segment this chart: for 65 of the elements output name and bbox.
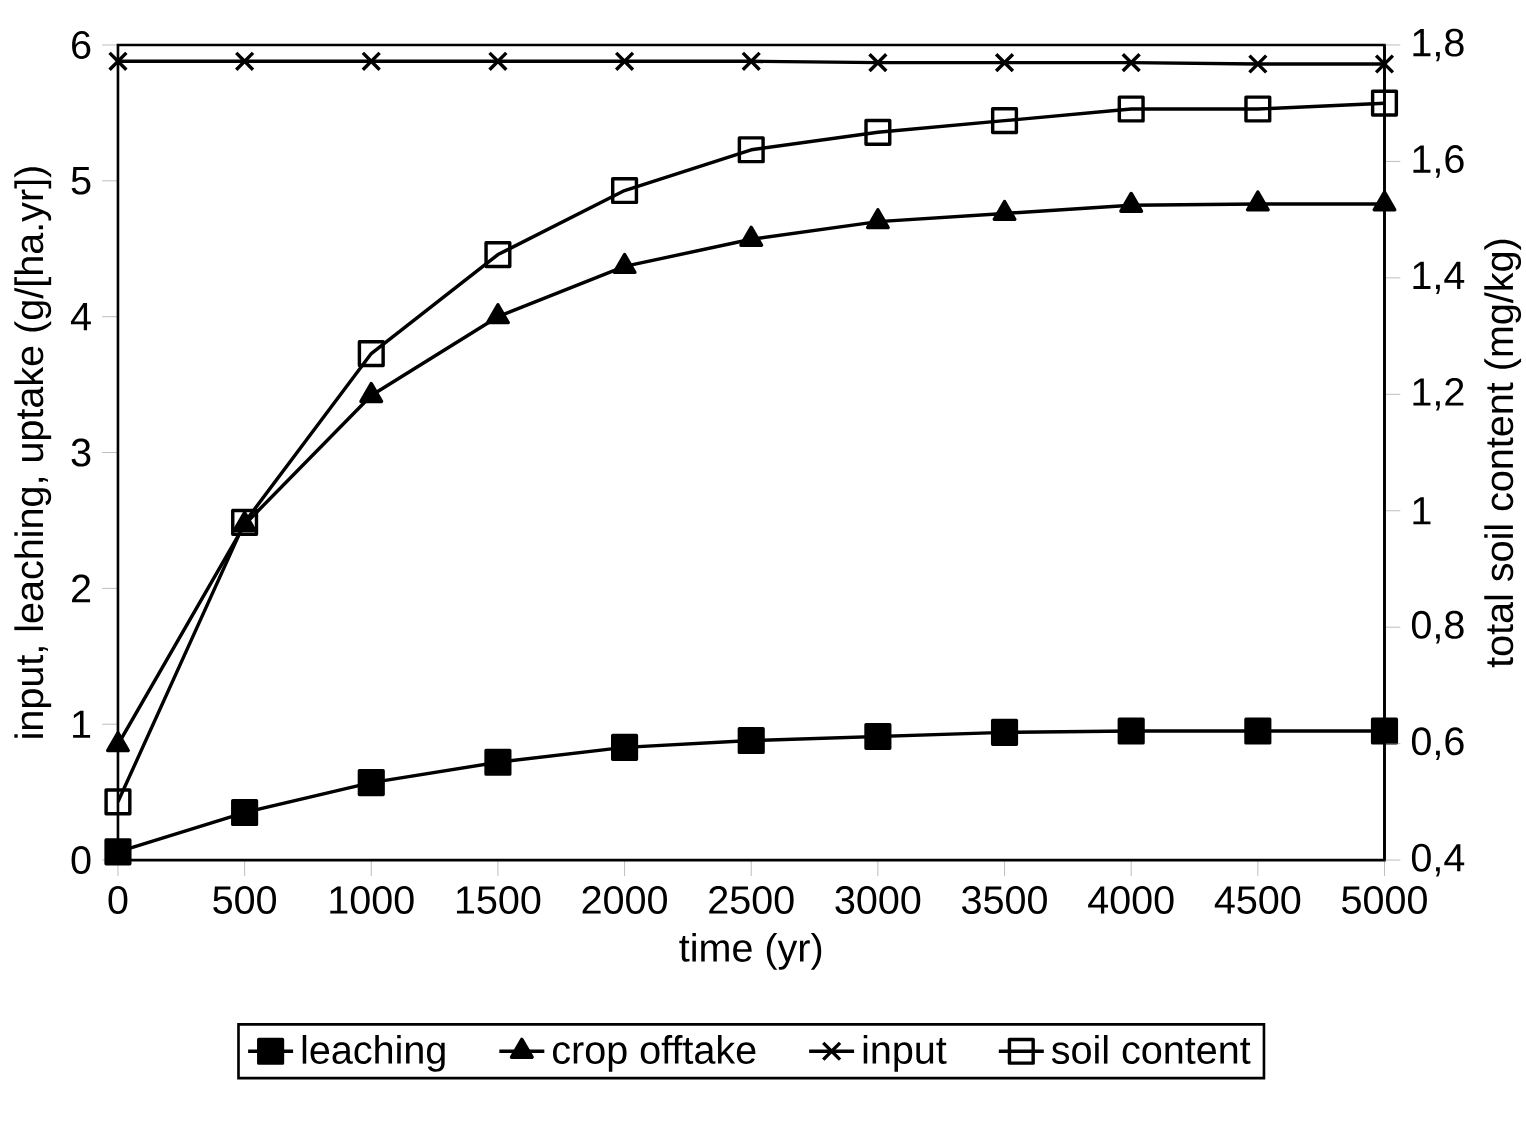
point <box>610 733 639 761</box>
y2-tick-label: 1,2 <box>1413 377 1464 411</box>
point <box>107 51 129 72</box>
y-tick-label: 2 <box>72 574 91 603</box>
legend-label: input <box>863 1034 947 1072</box>
point <box>1374 53 1395 75</box>
point <box>104 838 132 866</box>
point <box>1117 717 1145 745</box>
point <box>867 52 888 73</box>
point <box>610 176 639 205</box>
y-tick-label: 0 <box>71 846 91 875</box>
x-tick-label: 5000 <box>1342 885 1427 914</box>
point <box>741 51 762 72</box>
point <box>1247 53 1268 75</box>
y2-axis-title: total soil content (mg/kg) <box>1484 239 1522 668</box>
point <box>864 118 892 146</box>
legend-label: crop offtake <box>553 1034 756 1072</box>
point <box>990 718 1019 746</box>
x-tick-label: 3500 <box>962 885 1047 914</box>
x-tick-label: 2000 <box>582 885 667 914</box>
x-tick-label: 1000 <box>330 885 414 914</box>
point <box>990 107 1019 135</box>
x-tick-label: 3000 <box>835 885 921 914</box>
point <box>1117 95 1145 123</box>
point <box>1370 89 1399 117</box>
point <box>994 52 1015 73</box>
point <box>234 51 255 72</box>
x-tick-label: 0 <box>108 885 128 914</box>
point <box>1370 717 1399 745</box>
point <box>1244 717 1272 745</box>
y2-tick-label: 0,8 <box>1411 610 1464 644</box>
y2-tick-label: 0,4 <box>1411 843 1465 877</box>
y2-tick-label: 1 <box>1413 497 1431 525</box>
x-axis-title: time (yr) <box>679 932 822 970</box>
point <box>104 788 132 816</box>
y-tick-label: 6 <box>72 30 91 59</box>
point <box>1244 95 1272 123</box>
point <box>484 240 512 269</box>
y-axis-title: input, leaching, uptake (g/[ha.yr]) <box>14 167 52 738</box>
point <box>737 136 765 164</box>
legend-label: soil content <box>1051 1034 1251 1064</box>
point <box>864 722 892 751</box>
x-tick-label: 1500 <box>456 885 541 914</box>
point <box>614 51 635 72</box>
point <box>737 726 765 755</box>
y2-tick-label: 0,6 <box>1411 727 1464 760</box>
point <box>357 769 385 797</box>
y-tick-label: 3 <box>71 438 91 467</box>
x-tick-label: 2500 <box>709 885 794 914</box>
y2-tick-label: 1,8 <box>1413 28 1464 62</box>
y2-tick-label: 1,6 <box>1413 145 1464 178</box>
x-tick-label: 500 <box>213 885 277 914</box>
legend-label: leaching <box>302 1034 445 1072</box>
y-tick-label: 1 <box>73 710 91 738</box>
point <box>484 748 512 776</box>
point <box>361 51 382 72</box>
point <box>1121 52 1142 73</box>
y-tick-label: 4 <box>70 303 91 331</box>
y-tick-label: 5 <box>71 167 91 195</box>
x-tick-label: 4000 <box>1088 885 1174 914</box>
point <box>487 51 509 72</box>
x-tick-label: 4500 <box>1214 885 1301 914</box>
point <box>357 339 385 368</box>
point <box>231 798 259 827</box>
y2-tick-label: 1,4 <box>1413 261 1465 294</box>
